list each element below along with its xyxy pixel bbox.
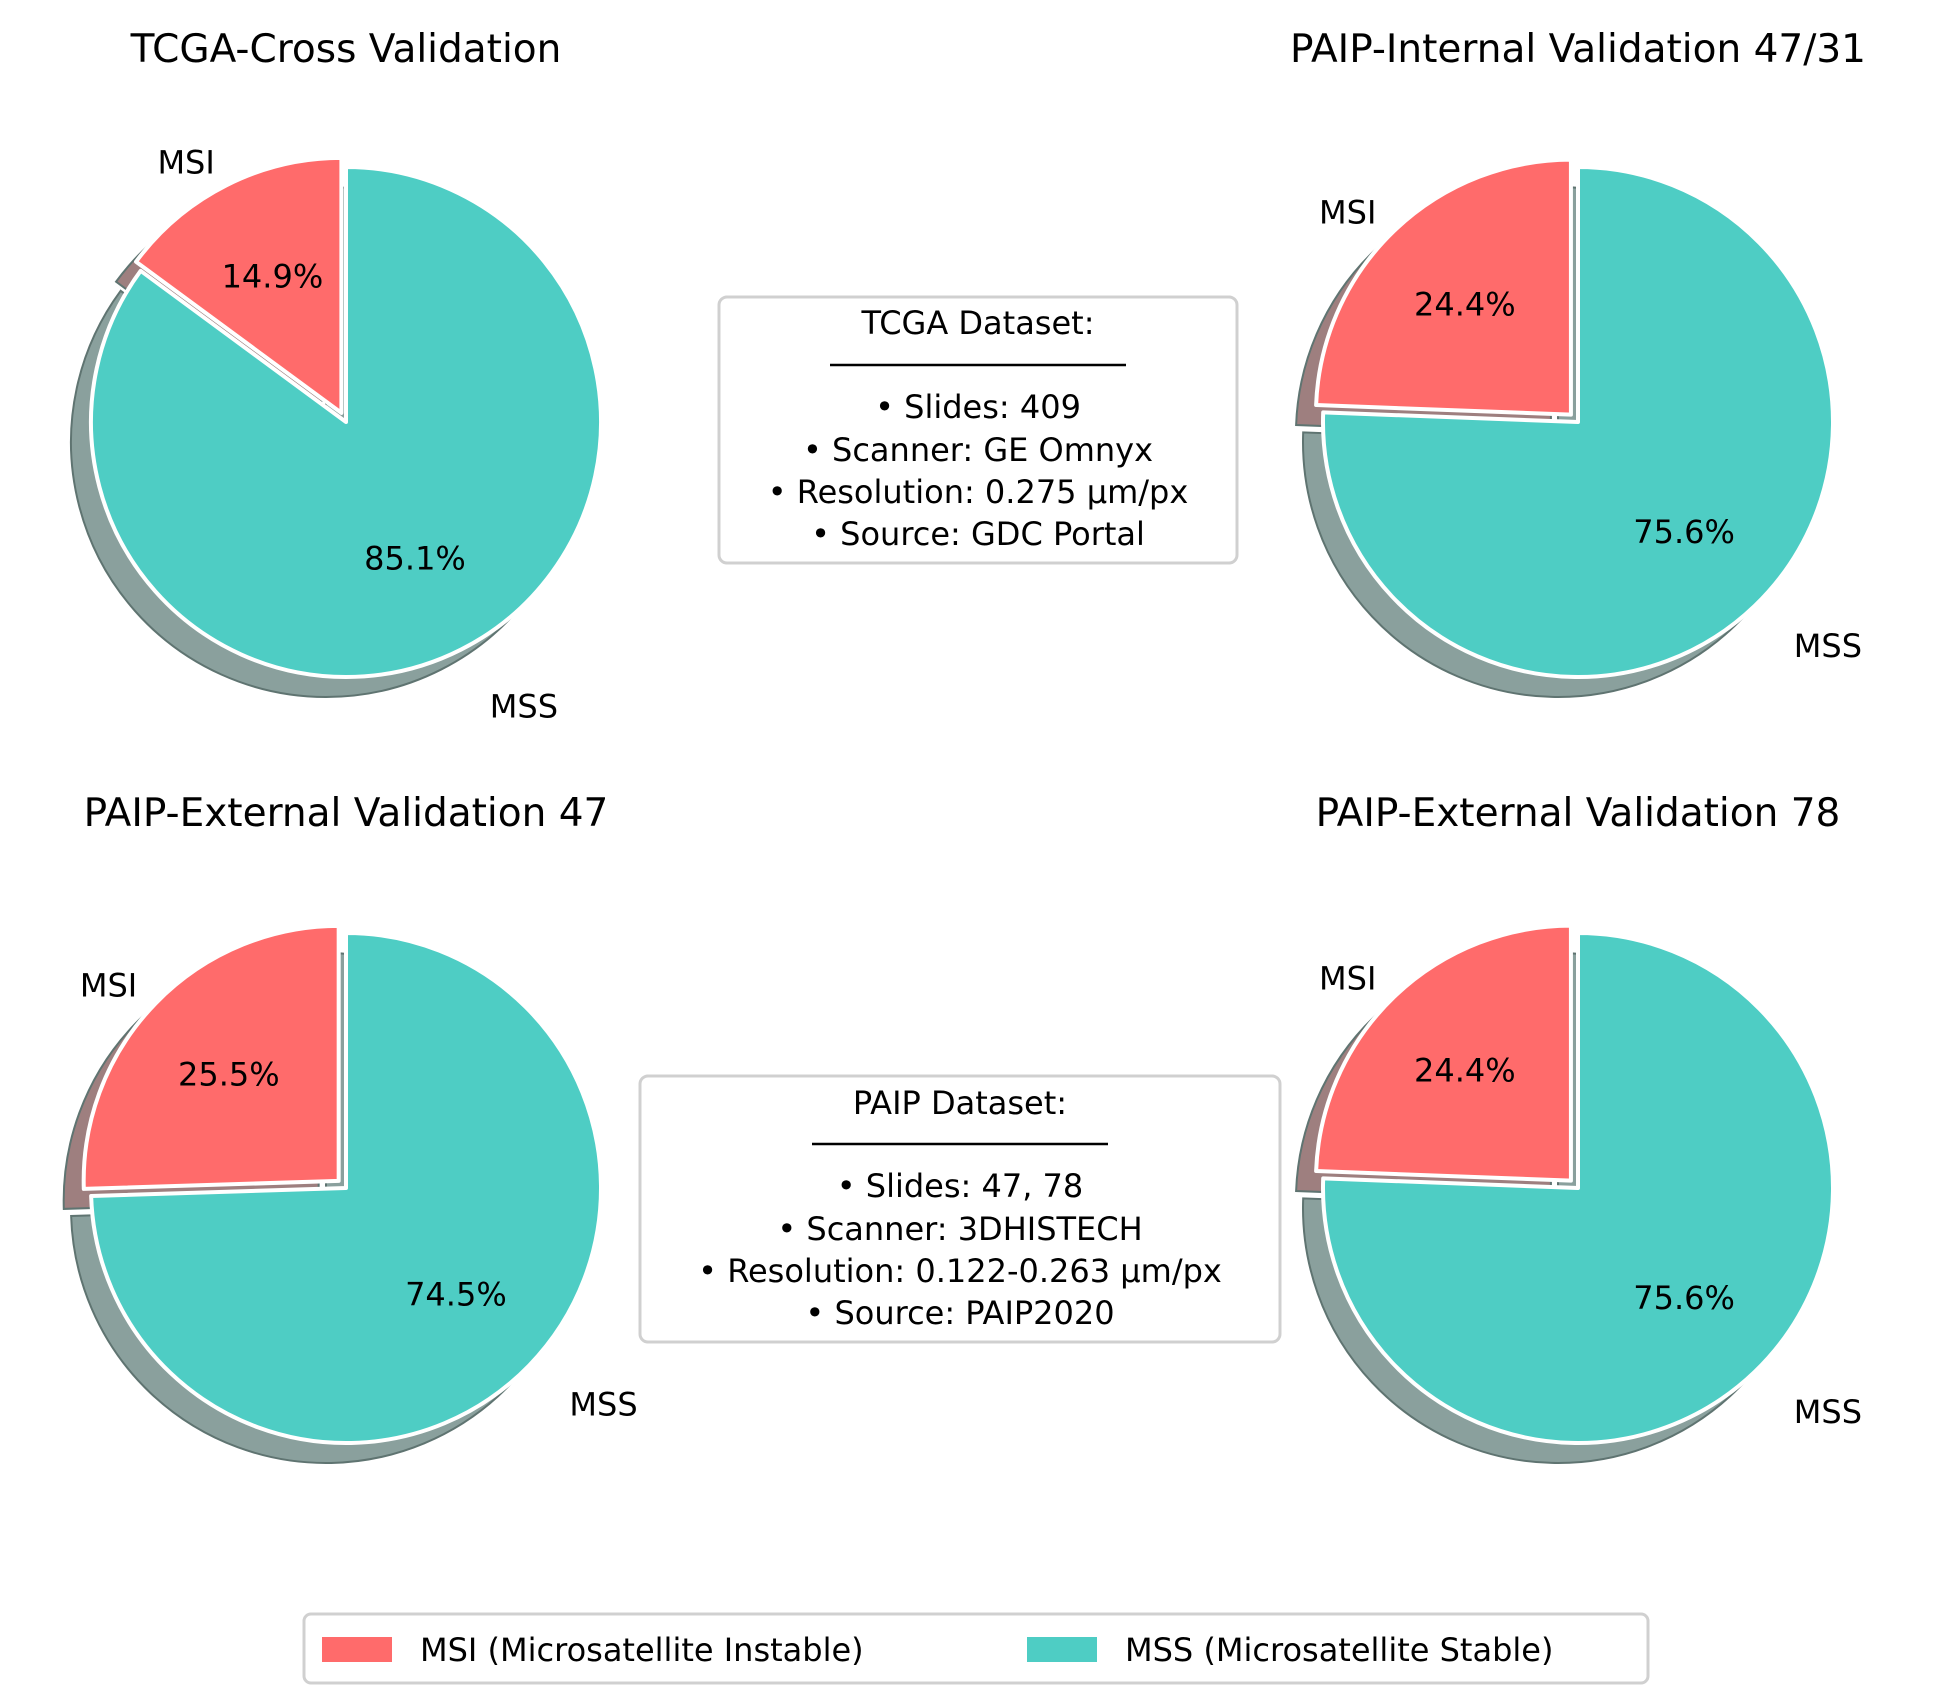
info-box-line: • Resolution: 0.275 µm/px: [768, 473, 1189, 511]
legend-frame: [302, 1612, 1650, 1685]
chart-title: PAIP-External Validation 78: [1316, 791, 1841, 836]
legend: MSI (Microsatellite Instable) MSS (Micro…: [302, 1612, 1650, 1685]
info-box-line: • Scanner: GE Omnyx: [803, 431, 1153, 469]
pie-slice-mss: [89, 165, 603, 679]
slice-label-mss: MSS: [1794, 1393, 1862, 1431]
pie-chart-paip-external-validation-78: PAIP-External Validation 78 24.4% MSI 75.6%…: [1295, 791, 1862, 1464]
pie-slice-msi: [134, 155, 344, 415]
legend-label-mss: MSS (Microsatellite Stable): [1125, 1631, 1553, 1669]
slice-label-msi: MSI: [1319, 960, 1376, 998]
slice-label-msi: MSI: [157, 144, 214, 182]
legend-swatch-mss: [1027, 1637, 1097, 1662]
slice-label-msi: MSI: [1319, 194, 1376, 232]
chart-title: TCGA-Cross Validation: [130, 27, 562, 72]
pie-slice-mss: [89, 931, 603, 1445]
info-box-frame: [638, 1074, 1282, 1344]
pie-slice-msi: [81, 923, 341, 1191]
pie-slice-msi: [1314, 157, 1573, 417]
info-box-line: • Slides: 409: [875, 388, 1081, 426]
info-box-title: PAIP Dataset:: [853, 1084, 1067, 1122]
pie-chart-paip-external-validation-47: PAIP-External Validation 47 25.5% MSI 74.5%…: [62, 791, 638, 1464]
slice-label-mss: MSS: [569, 1386, 637, 1424]
info-box-title: TCGA Dataset:: [861, 304, 1095, 342]
pie-chart-paip-internal-validation: PAIP-Internal Validation 47/31 24.4% MSI 75…: [1290, 27, 1866, 698]
info-box-tcga: TCGA Dataset: • Slides: 409 • Scanner: G…: [717, 295, 1239, 565]
slice-label-mss: MSS: [1794, 627, 1862, 665]
pct-label-mss: 85.1%: [364, 540, 466, 578]
pct-label-msi: 24.4%: [1414, 285, 1516, 323]
pie-slice-mss: [1321, 165, 1835, 679]
pct-label-msi: 14.9%: [222, 257, 324, 295]
pct-label-msi: 25.5%: [178, 1055, 280, 1093]
slice-label-mss: MSS: [490, 688, 558, 726]
info-box-line: • Scanner: 3DHISTECH: [777, 1210, 1142, 1248]
chart-title: PAIP-External Validation 47: [84, 791, 609, 836]
pct-label-msi: 24.4%: [1414, 1051, 1516, 1089]
info-box-frame: [717, 295, 1239, 565]
legend-swatch-msi: [322, 1637, 392, 1662]
legend-label-msi: MSI (Microsatellite Instable): [420, 1631, 864, 1669]
slice-label-msi: MSI: [80, 967, 137, 1005]
pie-chart-tcga-cross-validation: TCGA-Cross Validation 14.9% MSI 85.1% MSS: [70, 27, 603, 726]
pct-label-mss: 75.6%: [1633, 513, 1735, 551]
pie-slice-mss: [1321, 931, 1835, 1445]
info-box-line: • Resolution: 0.122-0.263 µm/px: [698, 1252, 1222, 1290]
info-box-line: • Source: PAIP2020: [805, 1294, 1114, 1332]
pct-label-mss: 74.5%: [405, 1276, 507, 1314]
info-box-paip: PAIP Dataset: • Slides: 47, 78 • Scanner…: [638, 1074, 1282, 1344]
pie-slice-msi: [1314, 923, 1573, 1183]
info-box-line: • Slides: 47, 78: [837, 1167, 1084, 1205]
info-box-line: • Source: GDC Portal: [811, 515, 1145, 553]
pct-label-mss: 75.6%: [1633, 1279, 1735, 1317]
chart-title: PAIP-Internal Validation 47/31: [1290, 27, 1866, 72]
